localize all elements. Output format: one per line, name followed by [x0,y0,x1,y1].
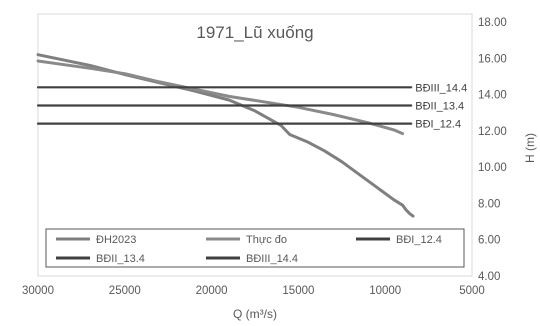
x-tick-label: 15000 [282,285,314,297]
legend-box [45,228,465,268]
legend-label: BĐIII_14.4 [246,253,298,265]
plot-area-frame [37,13,473,277]
series-end-label: BĐII_13.4 [415,100,464,112]
x-axis-label: Q (m³/s) [233,307,277,321]
legend-label: ĐH2023 [96,234,136,246]
y-tick-label: 4.00 [478,271,500,283]
y-tick-label: 12.00 [478,126,507,138]
y-tick-label: 16.00 [478,53,507,65]
y-tick-label: 8.00 [478,198,500,210]
y-tick-label: 14.00 [478,90,507,102]
chart-title: 1971_Lũ xuống [196,23,313,42]
y-axis-ticks: 4.00 6.00 8.00 10.00 12.00 14.00 16.00 18.00 [478,17,507,283]
x-tick-label: 5000 [459,285,485,297]
series-end-label: BĐI_12.4 [415,119,461,131]
legend-label: BĐII_13.4 [96,253,145,265]
series-end-label: BĐIII_14.4 [415,82,467,94]
y-tick-label: 6.00 [478,235,500,247]
x-tick-label: 30000 [22,285,54,297]
y-tick-label: 10.00 [478,162,507,174]
series-layer [36,53,415,218]
series-end-labels: BĐI_12.4 BĐII_13.4 BĐIII_14.4 [415,82,467,130]
y-tick-label: 18.00 [478,17,507,29]
legend-label: BĐI_12.4 [396,234,442,246]
x-axis-ticks: 30000 25000 20000 15000 10000 5000 [22,285,485,297]
legend-label: Thực đo [246,234,287,246]
y-axis-label: H (m) [523,133,537,163]
x-tick-label: 10000 [369,285,401,297]
legend: ĐH2023 Thực đo BĐI_12.4 BĐII_13.4 BĐIII_14.4 [45,228,465,268]
x-tick-label: 20000 [196,285,228,297]
x-tick-label: 25000 [109,285,141,297]
